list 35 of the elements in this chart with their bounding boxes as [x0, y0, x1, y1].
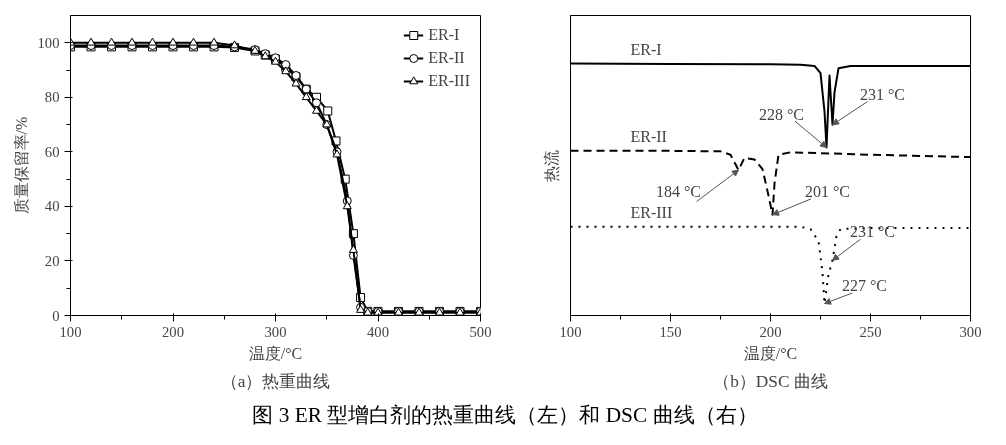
series-label: ER-I	[630, 40, 662, 58]
legend-label: ER-II	[428, 49, 465, 67]
x-tick-label: 400	[367, 323, 389, 340]
x-axis-title: 温度/°C	[743, 344, 798, 362]
text: （a）热重曲线	[220, 371, 331, 391]
text: （b）DSC 曲线	[713, 371, 828, 391]
x-axis-title: 温度/°C	[248, 344, 303, 362]
legend-label: ER-I	[428, 26, 460, 44]
annotation: 184 °C	[655, 183, 702, 201]
x-tick-label: 250	[859, 323, 882, 340]
caption: 图 3 ER 型增白剂的热重曲线（左）和 DSC 曲线（右）	[252, 402, 758, 429]
x-tick-label: 200	[162, 323, 184, 340]
x-tick-label: 100	[59, 323, 82, 340]
y-tick-label: 40	[44, 198, 60, 215]
x-tick-label: 300	[264, 323, 287, 340]
y-tick-label: 60	[44, 143, 60, 160]
legend-label: ER-III	[428, 72, 470, 90]
y-tick-label: 20	[44, 252, 60, 269]
y-axis-title: 热流	[542, 149, 560, 182]
annotation: 231 °C	[849, 223, 896, 241]
series-label: ER-III	[630, 203, 673, 221]
x-tick-label: 200	[759, 323, 782, 340]
y-axis-title: 质量保留率/%	[12, 116, 30, 215]
y-tick-label: 80	[44, 89, 60, 106]
y-tick-label: 0	[52, 307, 60, 324]
annotation: 228 °C	[758, 105, 805, 123]
x-tick-label: 150	[659, 323, 682, 340]
annotation: 201 °C	[804, 182, 851, 200]
series-label: ER-II	[630, 127, 667, 145]
annotation: 227 °C	[841, 276, 888, 294]
y-tick-label: 100	[37, 34, 60, 51]
x-tick-label: 300	[959, 323, 982, 340]
annotation: 231 °C	[859, 85, 906, 103]
x-tick-label: 500	[469, 323, 492, 340]
x-tick-label: 100	[559, 323, 582, 340]
